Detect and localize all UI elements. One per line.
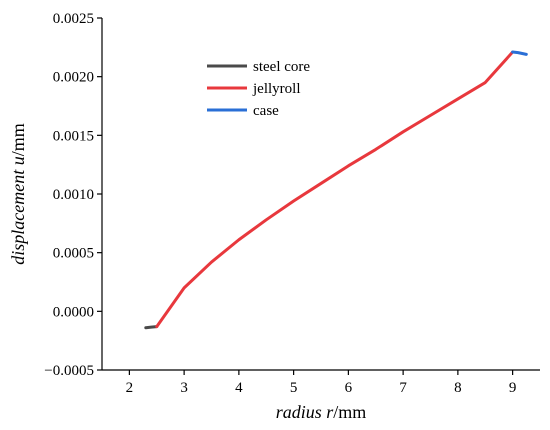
y-axis-symbol: u — [8, 156, 28, 165]
y-tick-label: 0.0025 — [53, 11, 94, 27]
x-tick-label: 5 — [290, 380, 298, 396]
y-tick-label: 0.0015 — [53, 128, 94, 144]
legend-label: case — [253, 103, 279, 119]
series-line-steel-core — [144, 325, 159, 330]
legend-label: jellyroll — [252, 81, 301, 97]
legend: steel core jellyroll case — [207, 59, 310, 119]
series-line-case — [511, 50, 528, 56]
series-line-jellyroll — [155, 50, 515, 329]
legend-label: steel core — [253, 59, 310, 75]
x-tick-label: 2 — [126, 380, 134, 396]
y-tick-label: −0.0005 — [44, 363, 94, 379]
x-axis-symbol: r — [326, 402, 334, 422]
x-tick-label: 3 — [180, 380, 188, 396]
x-axis-title: radius r/mm — [276, 402, 367, 422]
x-tick-label: 8 — [454, 380, 462, 396]
x-axis-ticks: 2 3 4 5 6 7 8 9 — [126, 370, 517, 396]
series-layer — [144, 50, 528, 330]
x-axis-title-text: radius — [276, 402, 327, 422]
plot-area — [101, 18, 540, 371]
x-tick-label: 7 — [399, 380, 407, 396]
x-tick-label: 4 — [235, 380, 243, 396]
y-axis-unit: /mm — [8, 123, 28, 156]
y-tick-label: 0.0005 — [53, 246, 94, 262]
y-axis-title-text: displacement — [8, 165, 28, 264]
y-tick-label: 0.0010 — [53, 187, 94, 203]
y-axis-title: displacement u/mm — [8, 123, 28, 265]
x-tick-label: 9 — [509, 380, 517, 396]
x-axis-unit: /mm — [333, 402, 366, 422]
x-tick-label: 6 — [345, 380, 353, 396]
y-tick-label: 0.0020 — [53, 70, 94, 86]
y-tick-label: 0.0000 — [53, 304, 94, 320]
y-axis-ticks: −0.0005 0.0000 0.0005 0.0010 0.0015 0.0020 0.0… — [44, 11, 102, 379]
